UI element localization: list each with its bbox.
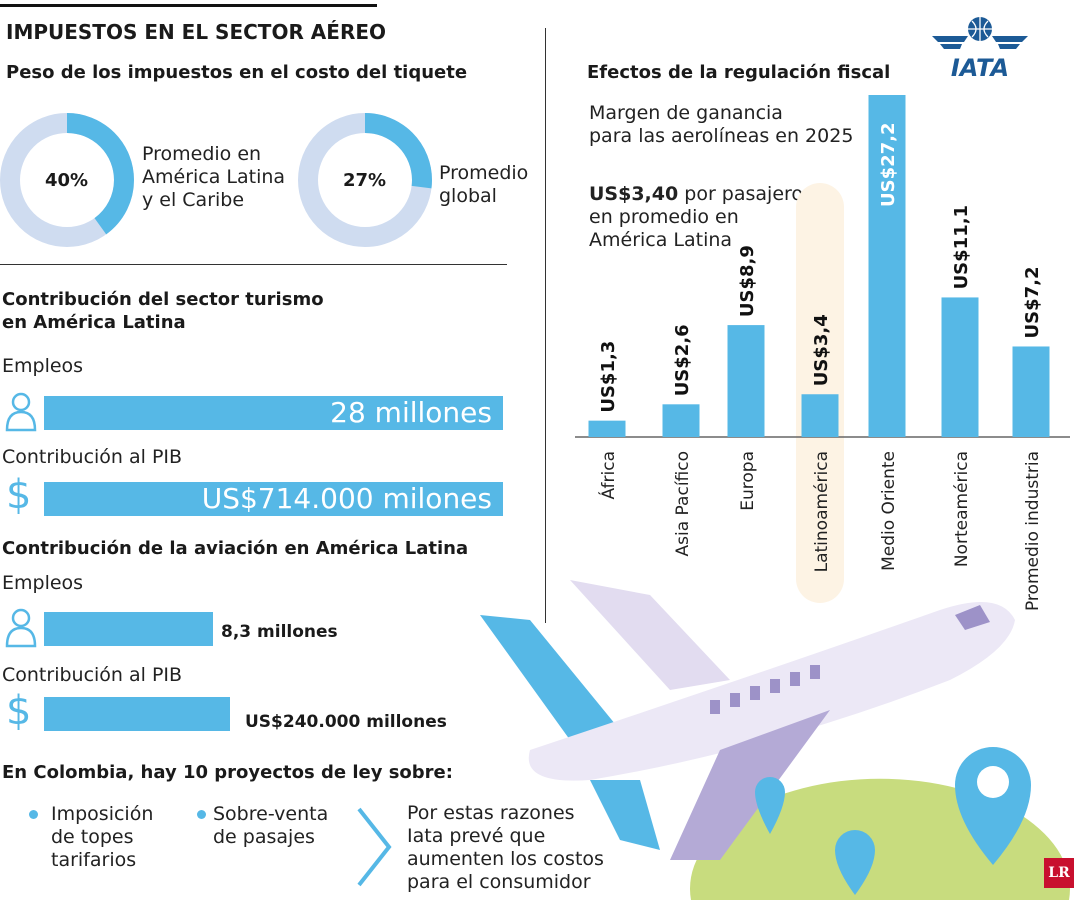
item-line: Sobre-venta: [213, 803, 329, 825]
conclusion-line: Por estas razones: [407, 802, 575, 824]
chart-subtitle: Margen de ganancia para las aerolíneas e…: [589, 102, 853, 148]
bar-4: [868, 95, 906, 437]
highlight-band: [796, 183, 844, 603]
tourism-gdp-value: US$714.000 milones: [201, 482, 492, 515]
caption-line: Promedio: [439, 162, 529, 184]
data-label-0: US$1,3: [598, 341, 619, 413]
category-label-1: Asia Pacífico: [673, 451, 693, 556]
vertical-divider: [545, 28, 546, 623]
chart-title: Efectos de la regulación fiscal: [587, 62, 891, 83]
tourism-gdp-bar: [44, 482, 503, 516]
caption-line: y el Caribe: [142, 189, 245, 211]
iata-logo: IATA: [932, 17, 1028, 80]
iata-logo-text: IATA: [951, 54, 1009, 80]
category-label-2: Europa: [738, 451, 758, 511]
donut-charts: [0, 113, 432, 247]
tourism-employment-value: 28 millones: [330, 396, 492, 429]
caption-line: global: [439, 185, 497, 207]
bullet-icon: [29, 810, 38, 819]
subtitle-line: Margen de ganancia: [589, 102, 783, 124]
bar-3: [801, 394, 839, 437]
category-label-0: África: [597, 451, 619, 500]
bar-6: [1012, 346, 1050, 437]
data-label-1: US$2,6: [672, 324, 693, 396]
aviation-title: Contribución de la aviación en América L…: [2, 538, 469, 559]
annotation-line: en promedio en: [589, 206, 739, 228]
airplane-illustration: [480, 580, 1070, 900]
top-rule: [0, 4, 377, 7]
aviation-gdp-bar: [44, 697, 230, 731]
aviation-gdp-value: US$240.000 millones: [245, 712, 447, 732]
category-label-3: Latinoamérica: [812, 451, 832, 572]
item-line: Imposición: [51, 803, 154, 825]
donut-1-caption: Promedio en América Latina y el Caribe: [142, 143, 285, 212]
annotation-line: América Latina: [589, 229, 733, 251]
conclusion-line: aumenten los costos: [407, 848, 604, 870]
donut-2-caption: Promedio global: [439, 162, 528, 208]
page-title: IMPUESTOS EN EL SECTOR AÉREO: [6, 20, 387, 44]
dollar-icon: $: [6, 688, 32, 734]
data-label-5: US$11,1: [951, 205, 972, 290]
tourism-employment-bar: [44, 396, 503, 430]
profit-margin-bar-chart: US$1,3 África US$2,6 Asia Pacífico US$8,9 Eur…: [575, 95, 1070, 611]
bar-2: [727, 325, 765, 437]
donut-1-label: 40%: [45, 170, 89, 191]
aviation-employment-bar: [44, 612, 213, 646]
category-label-4: Medio Oriente: [879, 451, 899, 571]
bullet-icon: [197, 810, 206, 819]
divider: [0, 264, 507, 265]
chart-annotation: US$3,40 por pasajero en promedio en Amér…: [589, 183, 803, 252]
caption-line: América Latina: [142, 166, 286, 188]
subtitle-line: para las aerolíneas en 2025: [589, 125, 854, 147]
title-line: Contribución del sector turismo: [2, 289, 324, 310]
taxes-title: Peso de los impuestos en el costo del ti…: [6, 62, 468, 83]
item-line: de pasajes: [213, 826, 315, 848]
caption-line: Promedio en: [142, 143, 262, 165]
tourism-gdp-label: Contribución al PIB: [2, 446, 183, 468]
aviation-gdp-label: Contribución al PIB: [2, 664, 183, 686]
map-pin-icon: [755, 777, 785, 834]
tourism-title: Contribución del sector turismo en Améri…: [2, 288, 324, 334]
data-label-4: US$27,2: [878, 122, 899, 207]
annotation-bold: US$3,40: [589, 183, 679, 205]
aviation-employment-value: 8,3 millones: [221, 622, 338, 642]
colombia-item-2: Sobre-venta de pasajes: [213, 803, 328, 849]
bar-5: [941, 297, 979, 437]
data-label-2: US$8,9: [737, 245, 758, 317]
bar-1: [662, 404, 700, 437]
chevron-right-icon: [357, 807, 392, 887]
map-pin-icon: [835, 830, 875, 895]
title-line: en América Latina: [2, 312, 186, 333]
item-line: de topes: [51, 826, 134, 848]
colombia-conclusion: Por estas razones Iata prevé que aumente…: [407, 802, 604, 894]
conclusion-line: Iata prevé que: [407, 825, 546, 847]
colombia-item-1: Imposición de topes tarifarios: [51, 803, 153, 872]
item-line: tarifarios: [51, 849, 137, 871]
annotation-line: por pasajero: [678, 183, 804, 205]
person-icon: [5, 392, 37, 432]
tourism-employment-label: Empleos: [2, 355, 84, 377]
data-label-3: US$3,4: [811, 314, 832, 386]
map-pin-icon: [955, 747, 1031, 865]
bar-0: [588, 420, 626, 437]
donut-2-label: 27%: [343, 170, 387, 191]
category-label-6: Promedio industria: [1023, 451, 1043, 611]
data-label-6: US$7,2: [1022, 266, 1043, 338]
conclusion-line: para el consumidor: [407, 871, 591, 893]
person-icon: [5, 608, 37, 648]
donut-segment: [298, 113, 432, 247]
lr-badge: LR: [1044, 858, 1074, 888]
category-label-5: Norteamérica: [952, 451, 972, 567]
donut-segment: [0, 113, 134, 247]
colombia-title: En Colombia, hay 10 proyectos de ley sob…: [2, 762, 453, 783]
aviation-employment-label: Empleos: [2, 572, 84, 594]
dollar-icon: $: [6, 472, 32, 518]
